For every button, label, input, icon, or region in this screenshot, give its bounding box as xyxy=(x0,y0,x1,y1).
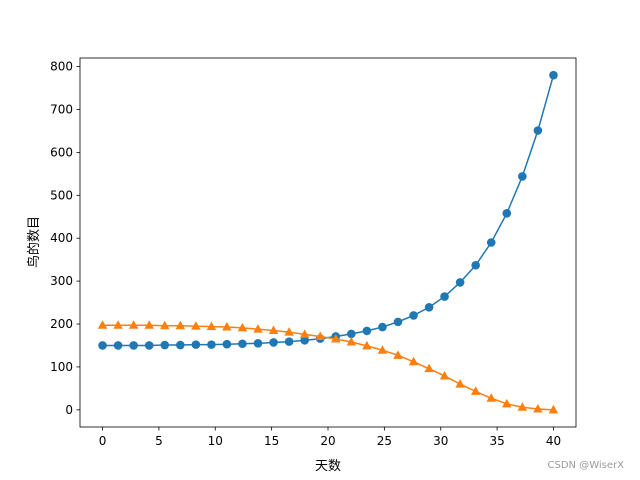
data-point xyxy=(160,320,170,330)
x-tick-label: 25 xyxy=(377,434,392,448)
data-point xyxy=(300,336,309,345)
watermark: CSDN @WiserX xyxy=(547,460,624,471)
y-tick-label: 500 xyxy=(50,188,73,202)
data-point xyxy=(144,341,154,350)
data-point xyxy=(424,363,434,373)
data-point xyxy=(191,321,201,330)
data-point xyxy=(206,321,217,331)
data-point xyxy=(284,337,294,346)
y-tick-label: 300 xyxy=(50,274,73,288)
data-point xyxy=(409,311,418,320)
data-point xyxy=(347,329,356,339)
data-point xyxy=(222,339,232,349)
y-tick-label: 200 xyxy=(50,317,73,331)
data-point xyxy=(378,322,387,332)
x-tick-label: 20 xyxy=(320,434,335,448)
plot-background xyxy=(80,58,576,427)
y-tick-label: 0 xyxy=(65,403,73,417)
data-point xyxy=(486,393,496,402)
data-point xyxy=(160,340,170,350)
x-tick-label: 30 xyxy=(433,434,448,448)
data-point xyxy=(502,398,512,408)
x-tick-label: 40 xyxy=(546,434,561,448)
y-tick-label: 700 xyxy=(50,102,73,116)
y-axis-label: 鸟的数目 xyxy=(26,216,42,268)
data-point xyxy=(176,340,185,350)
data-point xyxy=(331,334,341,343)
data-point xyxy=(346,337,357,346)
data-point xyxy=(237,322,248,332)
data-point xyxy=(362,340,372,350)
series-layer xyxy=(97,70,559,414)
y-tick-label: 800 xyxy=(50,60,73,74)
data-point xyxy=(362,326,372,336)
data-point xyxy=(393,317,403,327)
data-point xyxy=(408,356,419,366)
y-axis: 0 100 200 300 400 500 600 700 800 xyxy=(50,60,80,417)
data-point xyxy=(268,325,279,334)
data-point xyxy=(98,341,107,350)
data-point xyxy=(517,402,528,411)
data-point xyxy=(502,209,512,218)
y-tick-label: 100 xyxy=(50,360,73,374)
data-point xyxy=(284,327,294,336)
data-point xyxy=(222,322,232,331)
data-point xyxy=(533,126,543,135)
data-point xyxy=(455,379,465,388)
data-point xyxy=(253,324,263,333)
data-point xyxy=(455,278,465,287)
data-point xyxy=(471,260,480,270)
data-point xyxy=(238,339,247,349)
data-point xyxy=(129,341,138,350)
data-point xyxy=(253,339,263,348)
data-point xyxy=(97,320,108,329)
data-point xyxy=(299,329,310,338)
data-point xyxy=(175,320,186,330)
data-point xyxy=(518,172,527,181)
data-point xyxy=(113,341,123,350)
data-point xyxy=(549,70,558,80)
x-axis: 0 5 10 15 20 25 30 35 40 xyxy=(99,427,561,448)
data-point xyxy=(440,292,449,301)
data-point xyxy=(144,320,154,329)
data-point xyxy=(377,345,388,354)
x-tick-label: 5 xyxy=(155,434,163,448)
data-point xyxy=(548,404,559,414)
x-axis-label: 天数 xyxy=(315,459,341,474)
data-point xyxy=(424,302,434,312)
data-point xyxy=(439,370,450,380)
data-point xyxy=(207,340,216,349)
data-point xyxy=(470,386,481,395)
y-tick-label: 600 xyxy=(50,145,73,159)
x-tick-label: 15 xyxy=(264,434,279,448)
data-point xyxy=(191,340,201,349)
data-point xyxy=(128,320,139,329)
y-tick-label: 400 xyxy=(50,231,73,245)
data-point xyxy=(269,338,278,347)
data-point xyxy=(486,238,496,247)
data-point xyxy=(315,331,325,340)
data-point xyxy=(113,320,123,329)
x-tick-label: 0 xyxy=(99,434,107,448)
data-point xyxy=(533,403,543,413)
x-tick-label: 35 xyxy=(489,434,504,448)
x-tick-label: 10 xyxy=(208,434,223,448)
data-point xyxy=(393,350,403,359)
